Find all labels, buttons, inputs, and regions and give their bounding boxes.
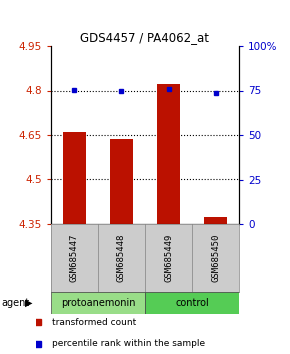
Bar: [204, 217, 227, 224]
Text: GSM685448: GSM685448: [117, 234, 126, 282]
Text: agent: agent: [1, 298, 30, 308]
Text: GDS4457 / PA4062_at: GDS4457 / PA4062_at: [81, 31, 209, 44]
Text: GSM685447: GSM685447: [70, 234, 79, 282]
Bar: [51, 292, 145, 314]
Bar: [157, 84, 180, 224]
Text: GSM685449: GSM685449: [164, 234, 173, 282]
Bar: [63, 132, 86, 224]
Text: percentile rank within the sample: percentile rank within the sample: [52, 339, 206, 348]
Text: control: control: [175, 298, 209, 308]
Bar: [145, 292, 239, 314]
Text: ▶: ▶: [25, 298, 32, 308]
Text: GSM685450: GSM685450: [211, 234, 220, 282]
Text: transformed count: transformed count: [52, 318, 137, 327]
Text: protoanemonin: protoanemonin: [61, 298, 135, 308]
Bar: [110, 139, 133, 224]
